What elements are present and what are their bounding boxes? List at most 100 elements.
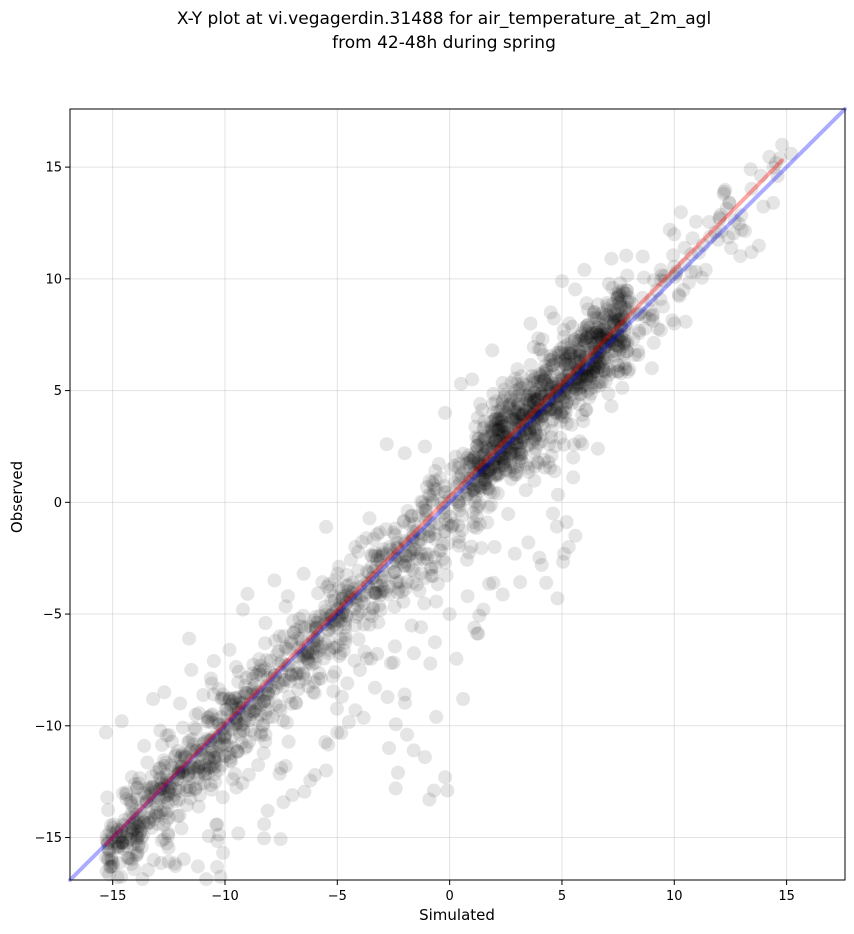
data-point <box>332 580 347 595</box>
data-point <box>317 651 331 666</box>
data-point <box>550 376 564 391</box>
data-point <box>494 450 509 465</box>
data-point <box>437 524 452 539</box>
data-point <box>502 401 517 416</box>
data-point <box>230 744 245 759</box>
data-point <box>654 273 669 288</box>
data-point <box>115 835 130 850</box>
data-point <box>329 701 344 716</box>
data-point <box>493 449 508 464</box>
data-point <box>232 727 247 742</box>
data-point <box>497 390 512 405</box>
data-point <box>406 743 421 758</box>
data-point <box>580 377 595 392</box>
data-point <box>768 156 783 171</box>
data-point <box>437 494 452 509</box>
data-point <box>391 585 405 600</box>
data-point <box>188 707 203 722</box>
data-point <box>490 441 505 455</box>
data-point <box>99 850 113 865</box>
data-point <box>353 573 368 588</box>
data-point <box>464 453 478 468</box>
data-point <box>611 313 626 328</box>
data-point <box>541 455 556 470</box>
data-point <box>327 617 342 632</box>
data-point <box>513 380 528 395</box>
data-point <box>568 378 583 393</box>
data-point <box>476 447 491 462</box>
data-point <box>509 417 524 432</box>
data-point <box>595 327 610 342</box>
data-point <box>487 423 502 438</box>
data-point <box>497 446 512 461</box>
data-point <box>483 485 498 499</box>
data-point <box>236 602 250 617</box>
data-point <box>492 444 507 459</box>
data-point <box>99 833 114 848</box>
data-point <box>366 601 381 616</box>
data-point <box>522 421 536 436</box>
data-point <box>616 347 631 362</box>
data-point <box>185 732 200 747</box>
data-point <box>472 455 486 469</box>
data-point <box>461 455 476 470</box>
data-point <box>553 405 568 420</box>
x-tick-label: 15 <box>778 889 795 904</box>
data-point <box>527 445 542 460</box>
data-point <box>587 359 602 374</box>
data-point <box>614 366 629 381</box>
data-point <box>495 375 510 390</box>
data-point <box>373 602 388 617</box>
data-point <box>603 309 618 324</box>
data-point <box>520 388 535 403</box>
data-point <box>424 568 439 583</box>
data-point <box>111 841 125 855</box>
data-point <box>579 361 594 376</box>
data-point <box>734 222 749 237</box>
data-point <box>618 286 633 301</box>
data-point <box>151 808 166 823</box>
data-point <box>646 335 661 350</box>
data-point <box>602 315 617 330</box>
x-tick-label: −10 <box>211 889 238 904</box>
data-point <box>340 578 355 593</box>
data-point <box>592 345 607 360</box>
data-point <box>621 364 635 379</box>
data-point <box>324 608 339 623</box>
data-point <box>210 817 225 832</box>
data-point <box>203 671 218 686</box>
data-point <box>569 382 583 397</box>
data-point <box>702 215 717 229</box>
data-point <box>423 488 438 503</box>
data-point <box>511 382 526 397</box>
data-point <box>472 463 487 477</box>
data-point <box>143 782 158 797</box>
data-point <box>211 749 226 764</box>
data-point <box>507 546 522 561</box>
data-point <box>523 420 538 435</box>
data-point <box>530 400 545 415</box>
data-point <box>475 441 490 456</box>
data-point <box>368 585 383 600</box>
data-point <box>376 582 391 597</box>
data-point <box>281 734 296 749</box>
data-point <box>234 718 249 732</box>
data-point <box>478 472 493 487</box>
data-point <box>583 361 598 376</box>
data-point <box>597 351 612 366</box>
data-point <box>153 723 168 738</box>
data-point <box>125 798 140 813</box>
data-point <box>497 426 512 440</box>
data-point <box>334 726 349 740</box>
data-point <box>290 648 305 663</box>
data-point <box>489 433 504 447</box>
data-point <box>491 421 506 436</box>
data-point <box>181 735 196 750</box>
data-point <box>519 439 534 453</box>
data-point <box>154 856 169 871</box>
data-point <box>321 612 336 627</box>
data-point <box>349 609 364 624</box>
data-point <box>470 410 485 425</box>
data-point <box>136 814 151 829</box>
data-point <box>606 317 621 332</box>
